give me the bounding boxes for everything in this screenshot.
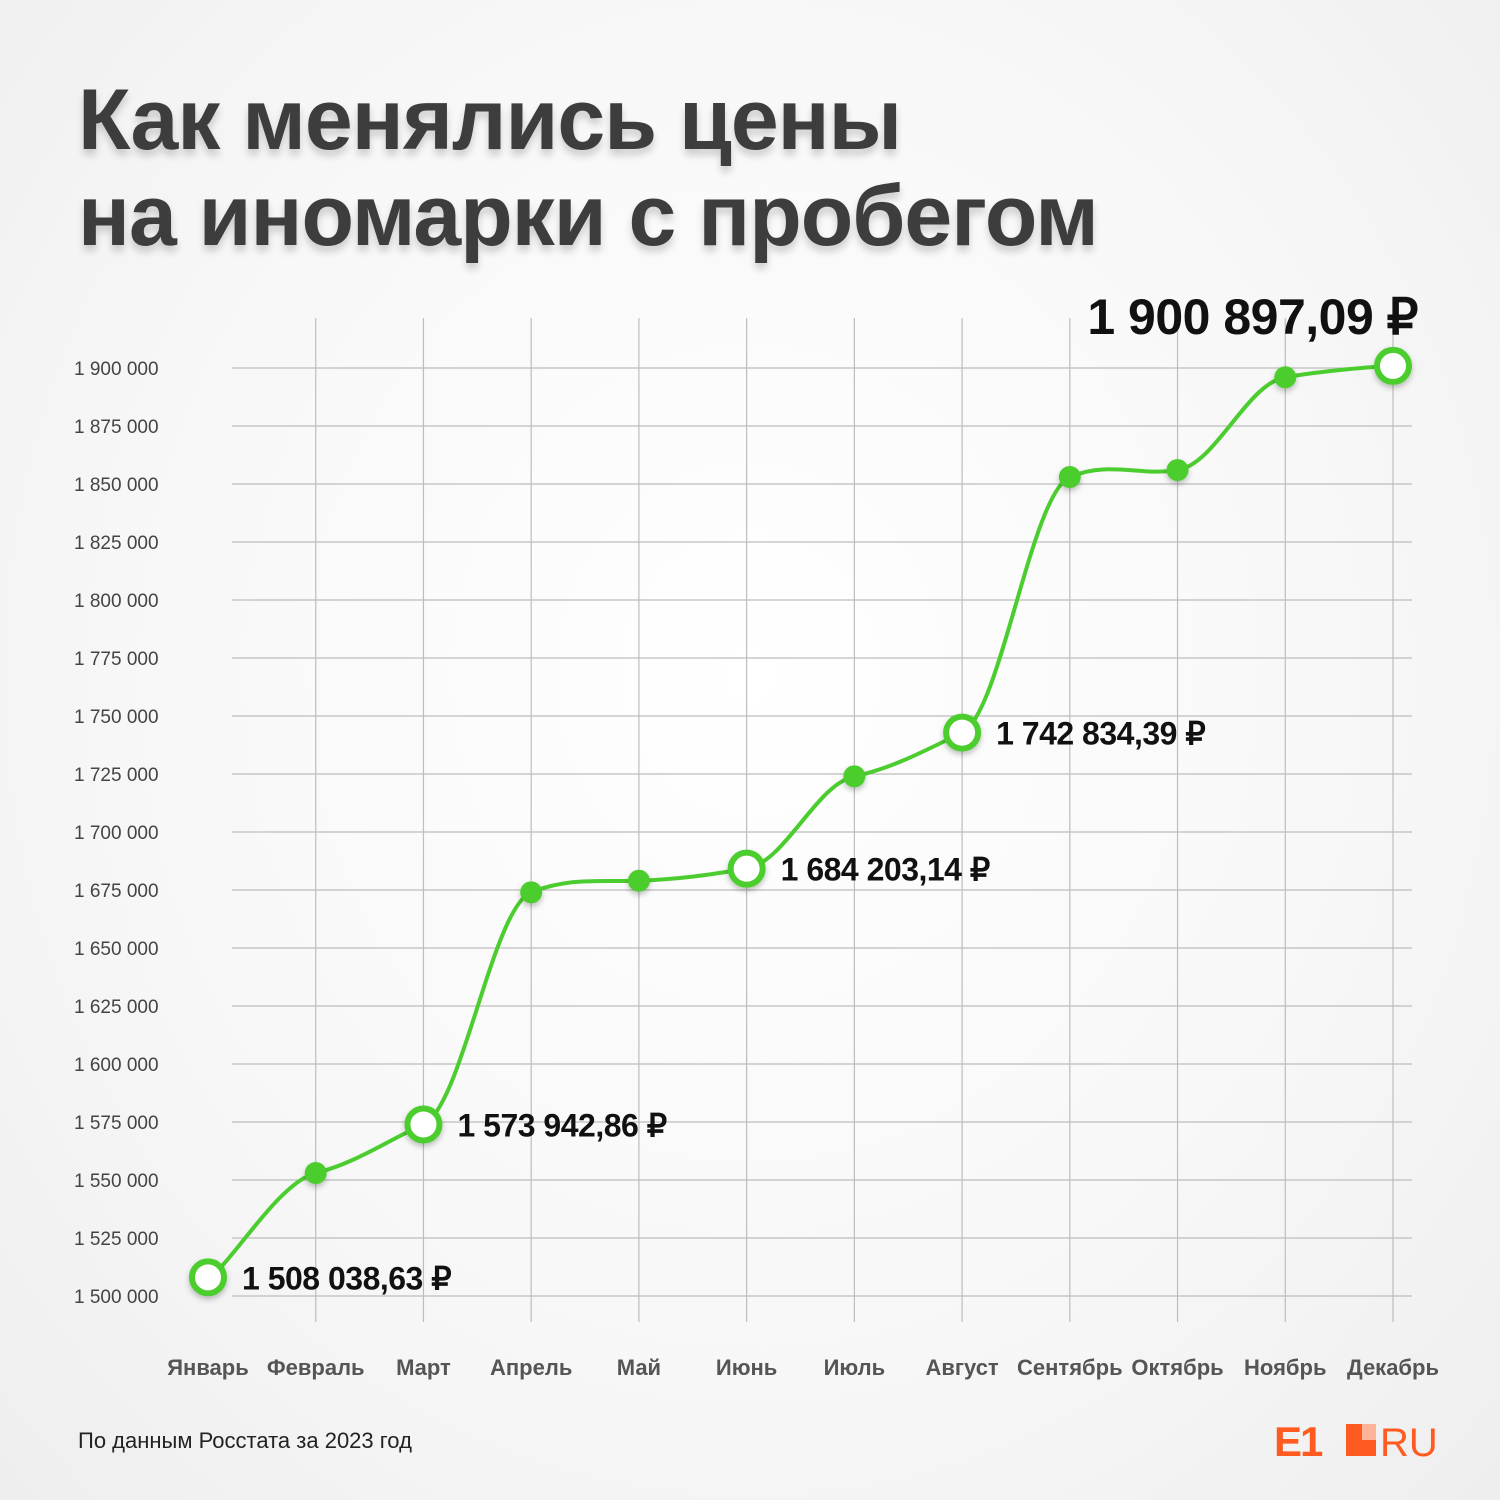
y-tick-label: 1 825 000 <box>74 533 159 554</box>
x-tick-label: Сентябрь <box>1017 1355 1123 1380</box>
highlight-point <box>1374 346 1412 385</box>
highlight-point <box>727 849 766 888</box>
data-point <box>304 1162 327 1185</box>
y-tick-label: 1 900 000 <box>74 359 159 380</box>
y-tick-label: 1 525 000 <box>74 1229 159 1250</box>
y-axis-ticks: 1 500 000 1 525 000 1 550 000 1 575 000 1 60… <box>74 359 159 1308</box>
x-tick-label: Июнь <box>716 1355 777 1380</box>
y-tick-label: 1 875 000 <box>74 417 159 438</box>
data-label: 1 742 834,39 ₽ <box>996 716 1205 752</box>
title-line-1: Как менялись цены <box>78 72 902 168</box>
y-tick-label: 1 850 000 <box>74 475 159 496</box>
data-label: 1 900 897,09 ₽ <box>1087 289 1418 345</box>
highlight-point <box>189 1258 227 1297</box>
data-point <box>1058 466 1081 489</box>
data-points <box>189 346 1412 1297</box>
y-tick-label: 1 700 000 <box>74 823 159 844</box>
data-point <box>843 765 866 788</box>
x-tick-label: Январь <box>167 1355 249 1380</box>
data-point <box>627 869 650 892</box>
series-line <box>206 363 1395 1280</box>
x-tick-label: Март <box>396 1355 451 1380</box>
grid <box>232 318 1412 1322</box>
x-tick-label: Февраль <box>267 1355 365 1380</box>
logo-ru-text: RU <box>1380 1421 1438 1462</box>
x-tick-label: Май <box>617 1355 661 1380</box>
data-label: 1 573 942,86 ₽ <box>457 1107 666 1143</box>
data-point <box>520 881 543 904</box>
data-point <box>1166 459 1189 482</box>
data-point <box>1274 366 1297 389</box>
y-tick-label: 1 725 000 <box>74 765 159 786</box>
x-tick-label: Август <box>925 1355 998 1380</box>
x-tick-label: Июль <box>824 1355 886 1380</box>
page-title: Как менялись цены на иномарки с пробегом <box>78 72 1099 264</box>
y-tick-label: 1 625 000 <box>74 997 159 1018</box>
data-label: 1 684 203,14 ₽ <box>781 852 990 888</box>
y-tick-label: 1 575 000 <box>74 1113 159 1134</box>
y-tick-label: 1 775 000 <box>74 649 159 670</box>
y-tick-label: 1 800 000 <box>74 591 159 612</box>
data-label: 1 508 038,63 ₽ <box>242 1260 451 1296</box>
x-tick-label: Ноябрь <box>1244 1355 1326 1380</box>
highlight-point <box>943 713 982 752</box>
x-tick-label: Апрель <box>490 1355 572 1380</box>
logo-square-cut <box>1362 1424 1376 1440</box>
y-tick-label: 1 675 000 <box>74 881 159 902</box>
e1-logo: E1 RU <box>1274 1418 1438 1462</box>
x-tick-label: Декабрь <box>1347 1355 1439 1380</box>
y-tick-label: 1 500 000 <box>74 1287 159 1308</box>
title-line-2: на иномарки с пробегом <box>78 168 1099 264</box>
data-labels: 1 508 038,63 ₽ 1 573 942,86 ₽ 1 684 203,14… <box>242 289 1419 1296</box>
y-tick-label: 1 750 000 <box>74 707 159 728</box>
x-axis-ticks: Январь Февраль Март Апрель Май Июнь Июль Август… <box>167 1355 1439 1380</box>
x-tick-label: Октябрь <box>1131 1355 1223 1380</box>
highlight-point <box>404 1105 443 1144</box>
y-tick-label: 1 650 000 <box>74 939 159 960</box>
source-note: По данным Росстата за 2023 год <box>78 1428 412 1453</box>
y-tick-label: 1 550 000 <box>74 1171 159 1192</box>
y-tick-label: 1 600 000 <box>74 1055 159 1076</box>
logo-e1-text: E1 <box>1274 1418 1323 1462</box>
